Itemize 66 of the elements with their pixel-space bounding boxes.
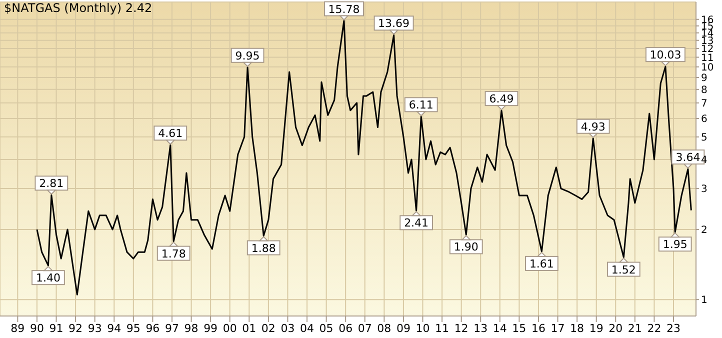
x-tick-label: 15 xyxy=(512,322,526,335)
x-tick-label: 23 xyxy=(666,322,680,335)
annotation: 1.78 xyxy=(161,247,186,260)
annotation: 4.61 xyxy=(158,127,183,140)
x-tick-label: 95 xyxy=(126,322,140,335)
x-tick-label: 21 xyxy=(628,322,642,335)
y-tick-label: 6 xyxy=(701,114,708,126)
x-tick-label: 97 xyxy=(164,322,179,335)
x-tick-label: 18 xyxy=(570,322,584,335)
y-tick-label: 5 xyxy=(701,132,708,144)
annotation: 2.81 xyxy=(39,177,64,190)
x-tick-label: 93 xyxy=(88,322,102,335)
y-tick-label: 4 xyxy=(701,155,708,166)
x-tick-label: 94 xyxy=(107,322,122,335)
y-tick-label: 3 xyxy=(701,184,708,196)
annotation: 1.90 xyxy=(454,240,478,254)
x-tick-label: 09 xyxy=(396,322,410,335)
x-tick-label: 99 xyxy=(204,322,218,335)
y-tick-label: 12 xyxy=(701,44,714,55)
annotation: 15.78 xyxy=(328,2,360,16)
x-tick-label: 14 xyxy=(492,322,507,335)
x-tick-label: 04 xyxy=(300,322,314,335)
annotation: 1.88 xyxy=(251,242,276,255)
y-tick-label: 11 xyxy=(701,52,714,64)
x-tick-label: 96 xyxy=(146,322,160,335)
annotation: 1.40 xyxy=(36,272,60,285)
x-tick-label: 07 xyxy=(358,322,372,335)
annotation: 6.11 xyxy=(408,98,434,112)
annotation: 1.61 xyxy=(529,257,554,270)
y-tick-label: 7 xyxy=(701,98,708,110)
annotation: 3.64 xyxy=(676,151,700,164)
x-tick-label: 13 xyxy=(474,322,488,335)
x-tick-label: 02 xyxy=(261,322,276,335)
x-tick-label: 03 xyxy=(280,322,295,335)
x-tick-label: 22 xyxy=(647,322,662,335)
x-tick-label: 19 xyxy=(589,322,604,335)
x-tick-label: 12 xyxy=(454,322,468,335)
x-tick-label: 20 xyxy=(608,322,623,335)
annotation: 6.49 xyxy=(489,92,514,106)
chart-title: $NATGAS (Monthly) 2.42 xyxy=(4,1,152,15)
x-tick-label: 89 xyxy=(10,322,25,335)
x-tick-label: 11 xyxy=(435,322,450,335)
x-tick-label: 92 xyxy=(68,322,83,335)
annotation: 4.93 xyxy=(580,120,606,134)
x-tick-label: 90 xyxy=(30,322,44,335)
x-tick-label: 05 xyxy=(319,322,334,335)
y-tick-label: 10 xyxy=(701,62,714,74)
annotation: 10.03 xyxy=(650,48,682,62)
annotation: 1.95 xyxy=(662,238,688,252)
y-tick-label: 9 xyxy=(701,73,708,84)
x-tick-label: 16 xyxy=(531,322,546,335)
annotation: 9.95 xyxy=(235,49,260,62)
x-tick-label: 98 xyxy=(184,322,198,335)
x-tick-label: 06 xyxy=(338,322,353,335)
x-tick-label: 10 xyxy=(416,322,430,335)
x-tick-label: 08 xyxy=(377,322,392,335)
y-tick-label: 8 xyxy=(701,84,708,96)
annotation: 2.41 xyxy=(404,216,429,230)
x-tick-label: 17 xyxy=(550,322,565,335)
x-tick-label: 01 xyxy=(242,322,256,335)
y-tick-label: 2 xyxy=(701,225,708,236)
annotation: 13.69 xyxy=(378,17,410,30)
annotation: 1.52 xyxy=(611,263,636,276)
y-tick-label: 1 xyxy=(701,295,708,306)
x-tick-label: 00 xyxy=(222,322,237,335)
x-tick-label: 91 xyxy=(49,322,64,335)
